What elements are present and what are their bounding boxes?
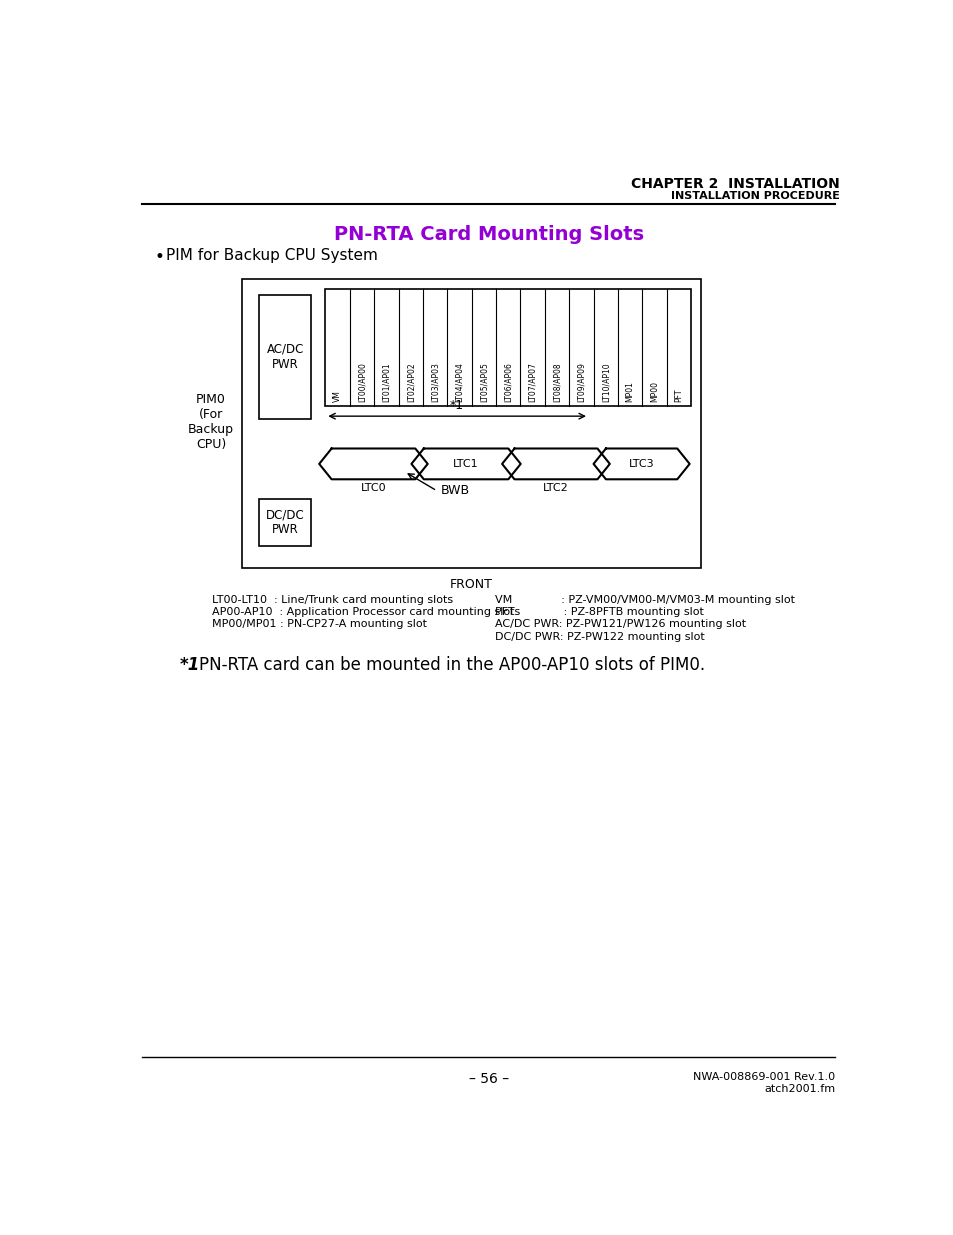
Text: FRONT: FRONT xyxy=(449,578,492,590)
Text: LTC1: LTC1 xyxy=(453,459,478,469)
Text: PIM for Backup CPU System: PIM for Backup CPU System xyxy=(166,248,377,263)
Text: LTC2: LTC2 xyxy=(542,483,568,493)
Text: LT05/AP05: LT05/AP05 xyxy=(479,362,488,403)
Text: INSTALLATION PROCEDURE: INSTALLATION PROCEDURE xyxy=(670,190,840,200)
Text: PN-RTA Card Mounting Slots: PN-RTA Card Mounting Slots xyxy=(334,225,643,245)
Text: MP01: MP01 xyxy=(625,382,634,403)
Text: PFT: PFT xyxy=(674,389,682,403)
Text: NWA-008869-001 Rev.1.0
atch2001.fm: NWA-008869-001 Rev.1.0 atch2001.fm xyxy=(693,1072,835,1094)
Text: LT08/AP08: LT08/AP08 xyxy=(552,363,561,403)
Text: LT07/AP07: LT07/AP07 xyxy=(528,362,537,403)
Text: VM              : PZ-VM00/VM00-M/VM03-M mounting slot: VM : PZ-VM00/VM00-M/VM03-M mounting slot xyxy=(495,595,794,605)
Text: AC/DC PWR: PZ-PW121/PW126 mounting slot: AC/DC PWR: PZ-PW121/PW126 mounting slot xyxy=(495,620,745,630)
Text: – 56 –: – 56 – xyxy=(468,1072,509,1087)
Bar xyxy=(325,289,691,406)
Text: CHAPTER 2  INSTALLATION: CHAPTER 2 INSTALLATION xyxy=(631,178,840,191)
Text: LT04/AP04: LT04/AP04 xyxy=(455,362,463,403)
Text: DC/DC
PWR: DC/DC PWR xyxy=(266,509,304,536)
Text: LT09/AP09: LT09/AP09 xyxy=(577,362,585,403)
Text: LT10/AP10: LT10/AP10 xyxy=(600,363,610,403)
Bar xyxy=(241,279,700,568)
Text: BWB: BWB xyxy=(440,484,470,498)
Text: MP00: MP00 xyxy=(649,382,659,403)
Text: DC/DC PWR: PZ-PW122 mounting slot: DC/DC PWR: PZ-PW122 mounting slot xyxy=(495,632,704,642)
Bar xyxy=(258,499,311,546)
Text: PIM0
(For
Backup
CPU): PIM0 (For Backup CPU) xyxy=(188,393,233,451)
Text: LT03/AP03: LT03/AP03 xyxy=(430,362,439,403)
Text: LT06/AP06: LT06/AP06 xyxy=(503,362,513,403)
Bar xyxy=(258,294,311,419)
Text: LT02/AP02: LT02/AP02 xyxy=(406,363,415,403)
Text: LTC3: LTC3 xyxy=(628,459,654,469)
Text: PFT              : PZ-8PFTB mounting slot: PFT : PZ-8PFTB mounting slot xyxy=(495,608,703,618)
Text: LT01/AP01: LT01/AP01 xyxy=(381,363,391,403)
Text: *1: *1 xyxy=(179,656,200,674)
Text: PN-RTA card can be mounted in the AP00-AP10 slots of PIM0.: PN-RTA card can be mounted in the AP00-A… xyxy=(199,656,704,674)
Text: AP00-AP10  : Application Processor card mounting slots: AP00-AP10 : Application Processor card m… xyxy=(212,608,520,618)
Text: AC/DC
PWR: AC/DC PWR xyxy=(266,343,303,370)
Text: *1: *1 xyxy=(450,399,464,412)
Text: MP00/MP01 : PN-CP27-A mounting slot: MP00/MP01 : PN-CP27-A mounting slot xyxy=(212,620,427,630)
Text: VM: VM xyxy=(333,390,342,403)
Text: LTC0: LTC0 xyxy=(360,483,386,493)
Text: LT00/AP00: LT00/AP00 xyxy=(357,362,366,403)
Text: LT00-LT10  : Line/Trunk card mounting slots: LT00-LT10 : Line/Trunk card mounting slo… xyxy=(212,595,453,605)
Text: •: • xyxy=(154,248,165,267)
